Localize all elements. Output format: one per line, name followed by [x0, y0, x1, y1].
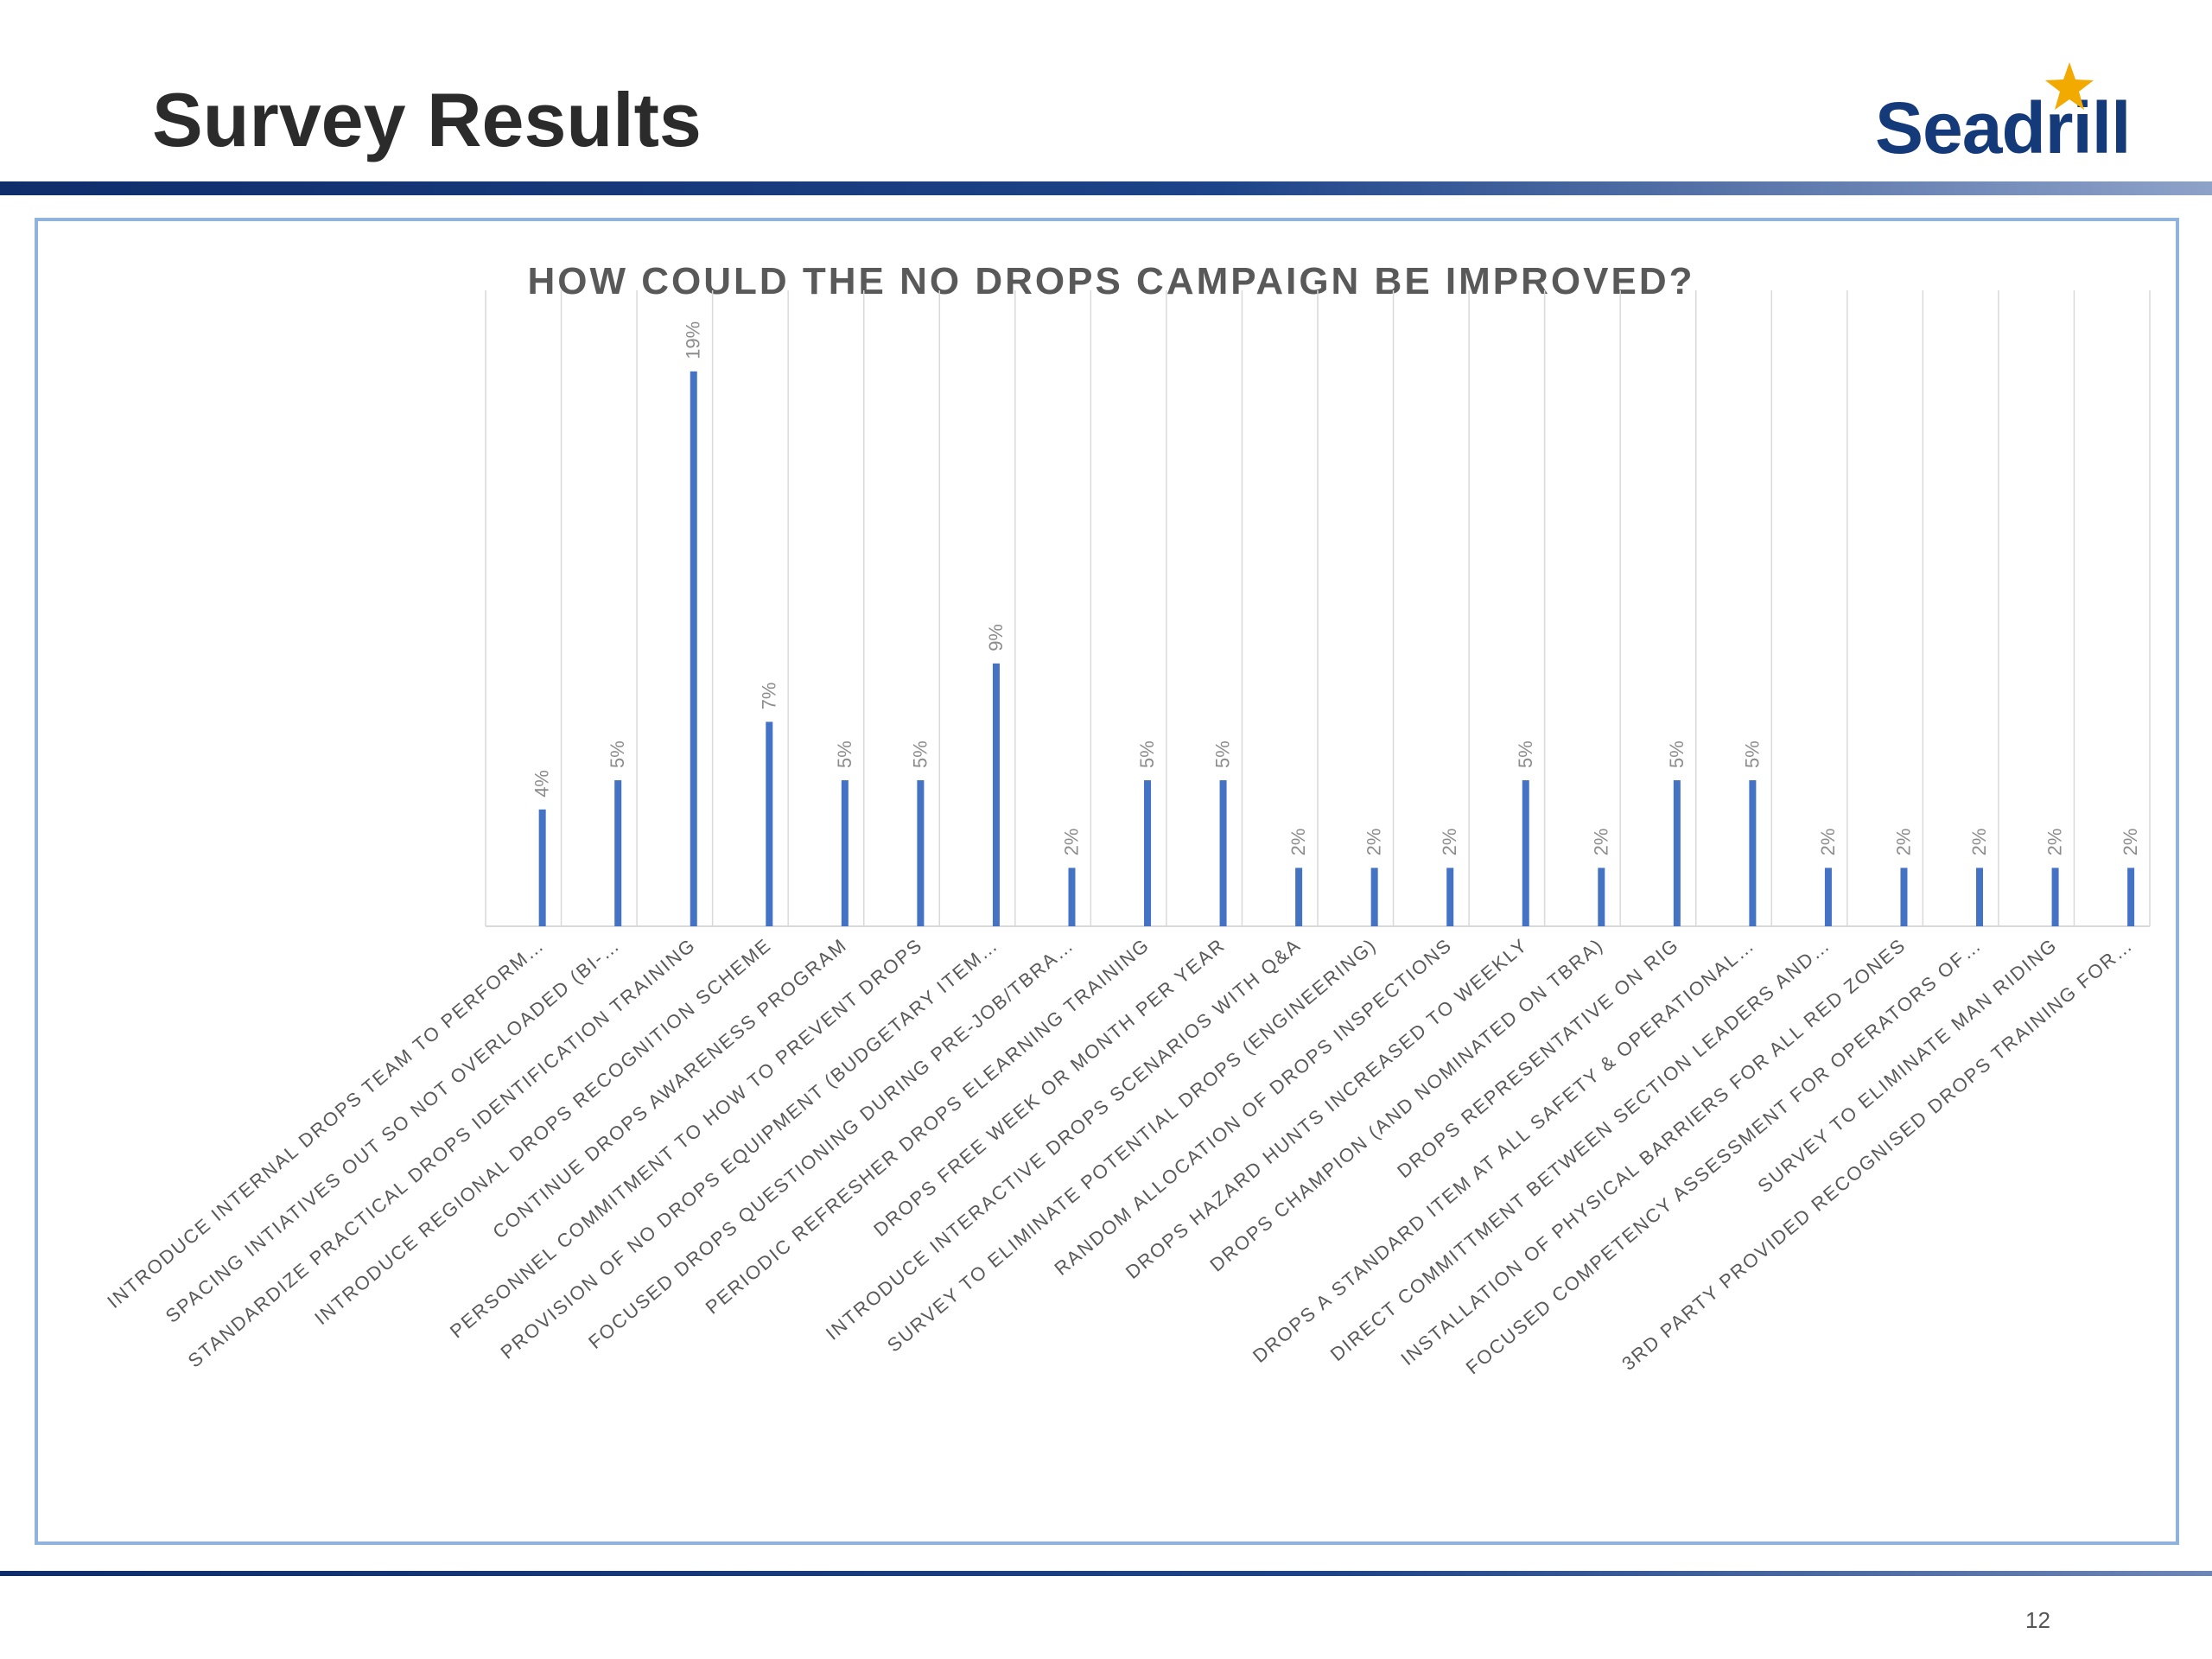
bar-chart: HOW COULD THE NO DROPS CAMPAIGN BE IMPRO…	[103, 260, 2151, 1378]
data-label: 2%	[1817, 829, 1839, 856]
data-label: 5%	[607, 741, 628, 768]
data-label: 5%	[1666, 741, 1688, 768]
bar	[1522, 780, 1529, 926]
data-label: 2%	[1287, 829, 1309, 856]
bar	[1219, 780, 1227, 926]
bar	[1144, 780, 1152, 926]
bar	[992, 663, 1000, 926]
bar	[2051, 868, 2059, 926]
data-label: 19%	[683, 321, 704, 359]
data-label: 5%	[834, 741, 855, 768]
bar	[2127, 868, 2135, 926]
slide-title: Survey Results	[152, 77, 702, 162]
data-label: 2%	[2120, 829, 2141, 856]
bar	[917, 780, 925, 926]
data-label: 2%	[1892, 829, 1914, 856]
bar	[1446, 868, 1454, 926]
data-label: 2%	[2044, 829, 2066, 856]
footer-divider	[0, 1571, 2212, 1576]
bar	[1598, 868, 1605, 926]
category-label: DROPS FREE WEEK OR MONTH PER YEAR	[869, 934, 1230, 1241]
logo-text: Seadrill	[1875, 87, 2131, 168]
bar	[1068, 868, 1076, 926]
category-label: DROPS A STANDARD ITEM AT ALL SAFETY & OP…	[1249, 934, 1759, 1367]
data-label: 2%	[1968, 829, 1990, 856]
bar	[1976, 868, 1984, 926]
category-label: DIRECT COMMITTMENT BETWEEN SECTION LEADE…	[1326, 934, 1834, 1365]
bar	[1749, 780, 1757, 926]
data-label: 2%	[1590, 829, 1611, 856]
data-label: 2%	[1060, 829, 1082, 856]
category-label: PROVISION OF NO DROPS EQUIPMENT (BUDGETA…	[497, 934, 1003, 1363]
category-label: CONTINUE DROPS AWARENESS PROGRAM	[488, 934, 851, 1243]
page-number: 12	[2025, 1607, 2050, 1633]
star-icon	[2045, 62, 2094, 110]
bar	[766, 721, 773, 926]
data-label: 2%	[1363, 829, 1385, 856]
data-label: 9%	[985, 624, 1007, 652]
category-label: SURVEY TO ELIMINATE POTENTIAL DROPS (ENG…	[883, 934, 1381, 1357]
seadrill-logo: Seadrill	[1866, 52, 2131, 173]
bar	[538, 809, 546, 926]
data-label: 4%	[531, 770, 553, 798]
bar	[1370, 868, 1378, 926]
data-label: 2%	[1439, 829, 1460, 856]
bar	[1673, 780, 1681, 926]
bar	[1900, 868, 1908, 926]
data-label: 5%	[909, 741, 931, 768]
data-label: 5%	[1136, 741, 1158, 768]
bar	[1295, 868, 1303, 926]
data-label: 5%	[1212, 741, 1234, 768]
header-divider	[0, 181, 2212, 195]
bar	[614, 780, 622, 926]
bar	[690, 371, 697, 926]
data-label: 5%	[1741, 741, 1763, 768]
bar	[841, 780, 849, 926]
data-label: 5%	[1515, 741, 1536, 768]
category-label: DROPS REPRESENTATIVE ON RIG	[1393, 934, 1683, 1182]
data-label: 7%	[758, 683, 779, 710]
chart-frame: HOW COULD THE NO DROPS CAMPAIGN BE IMPRO…	[35, 218, 2179, 1545]
bar	[1824, 868, 1832, 926]
category-label: FOCUSED DROPS QUESTIONING DURING PRE-JOB…	[584, 934, 1078, 1353]
chart-title: HOW COULD THE NO DROPS CAMPAIGN BE IMPRO…	[528, 260, 1695, 302]
